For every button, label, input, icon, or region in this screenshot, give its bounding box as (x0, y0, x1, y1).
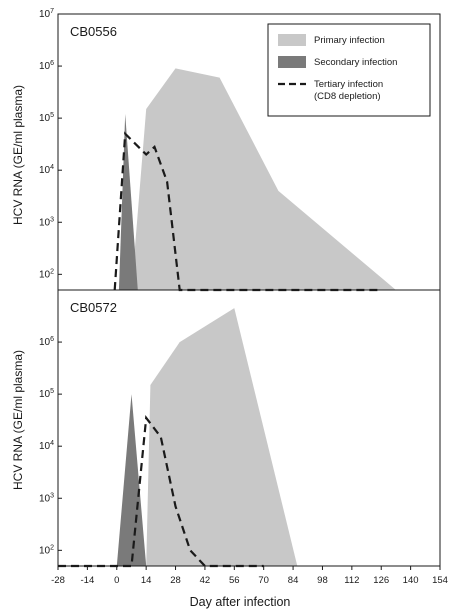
legend-label: Tertiary infection (314, 79, 383, 90)
legend: Primary infection Secondary infection Tert… (267, 23, 431, 117)
primary-infection-area (131, 68, 396, 291)
y-tick-label: 103 (39, 492, 54, 504)
x-tick-label: 84 (288, 575, 299, 586)
legend-swatch-primary (278, 34, 306, 46)
x-tick-label: 0 (114, 575, 119, 586)
x-tick-label: 98 (317, 575, 328, 586)
x-tick-label: 154 (432, 575, 448, 586)
legend-swatch-secondary (278, 56, 306, 68)
y-tick-label: 105 (39, 388, 54, 400)
x-tick-label: -14 (81, 575, 95, 586)
y-tick-label: 104 (39, 440, 54, 452)
primary-infection-area (146, 308, 298, 566)
secondary-infection-area (116, 394, 147, 566)
x-tick-label: 42 (200, 575, 211, 586)
y-tick-label: 102 (39, 268, 54, 280)
y-tick-label: 107 (39, 8, 54, 20)
y-axis-label-top: HCV RNA (GE/ml plasma) (11, 85, 25, 225)
x-tick-label: 126 (373, 575, 389, 586)
legend-label-sub: (CD8 depletion) (314, 91, 381, 102)
y-tick-label: 106 (39, 60, 54, 72)
panel-label: CB0556 (70, 24, 117, 39)
panel-cb0572: 102 103 104 105 106 CB0572 (39, 289, 441, 568)
y-tick-label: 106 (39, 336, 54, 348)
plot-layer: 102 103 104 105 106 107 CB0556 102 103 104 105 106 C… (39, 8, 441, 568)
y-tick-label: 103 (39, 216, 54, 228)
x-tick-label: 28 (170, 575, 181, 586)
x-tick-label: 140 (403, 575, 419, 586)
x-tick-label: -28 (51, 575, 65, 586)
panel-label: CB0572 (70, 300, 117, 315)
secondary-infection-area (118, 114, 138, 290)
x-axis-label: Day after infection (190, 595, 291, 609)
plot-frame (57, 289, 441, 567)
x-tick-label: 70 (258, 575, 269, 586)
y-axis-label-bottom: HCV RNA (GE/ml plasma) (11, 350, 25, 490)
x-tick-label: 56 (229, 575, 240, 586)
legend-label: Secondary infection (314, 57, 397, 68)
x-tick-label: 14 (141, 575, 152, 586)
y-tick-label: 105 (39, 112, 54, 124)
legend-label: Primary infection (314, 35, 385, 46)
y-tick-label: 104 (39, 164, 54, 176)
x-tick-label: 112 (344, 575, 359, 586)
y-tick-label: 102 (39, 544, 54, 556)
shared-x-axis: -28 -14 0 14 28 42 56 70 84 98 112 126 140 154 (51, 566, 448, 586)
